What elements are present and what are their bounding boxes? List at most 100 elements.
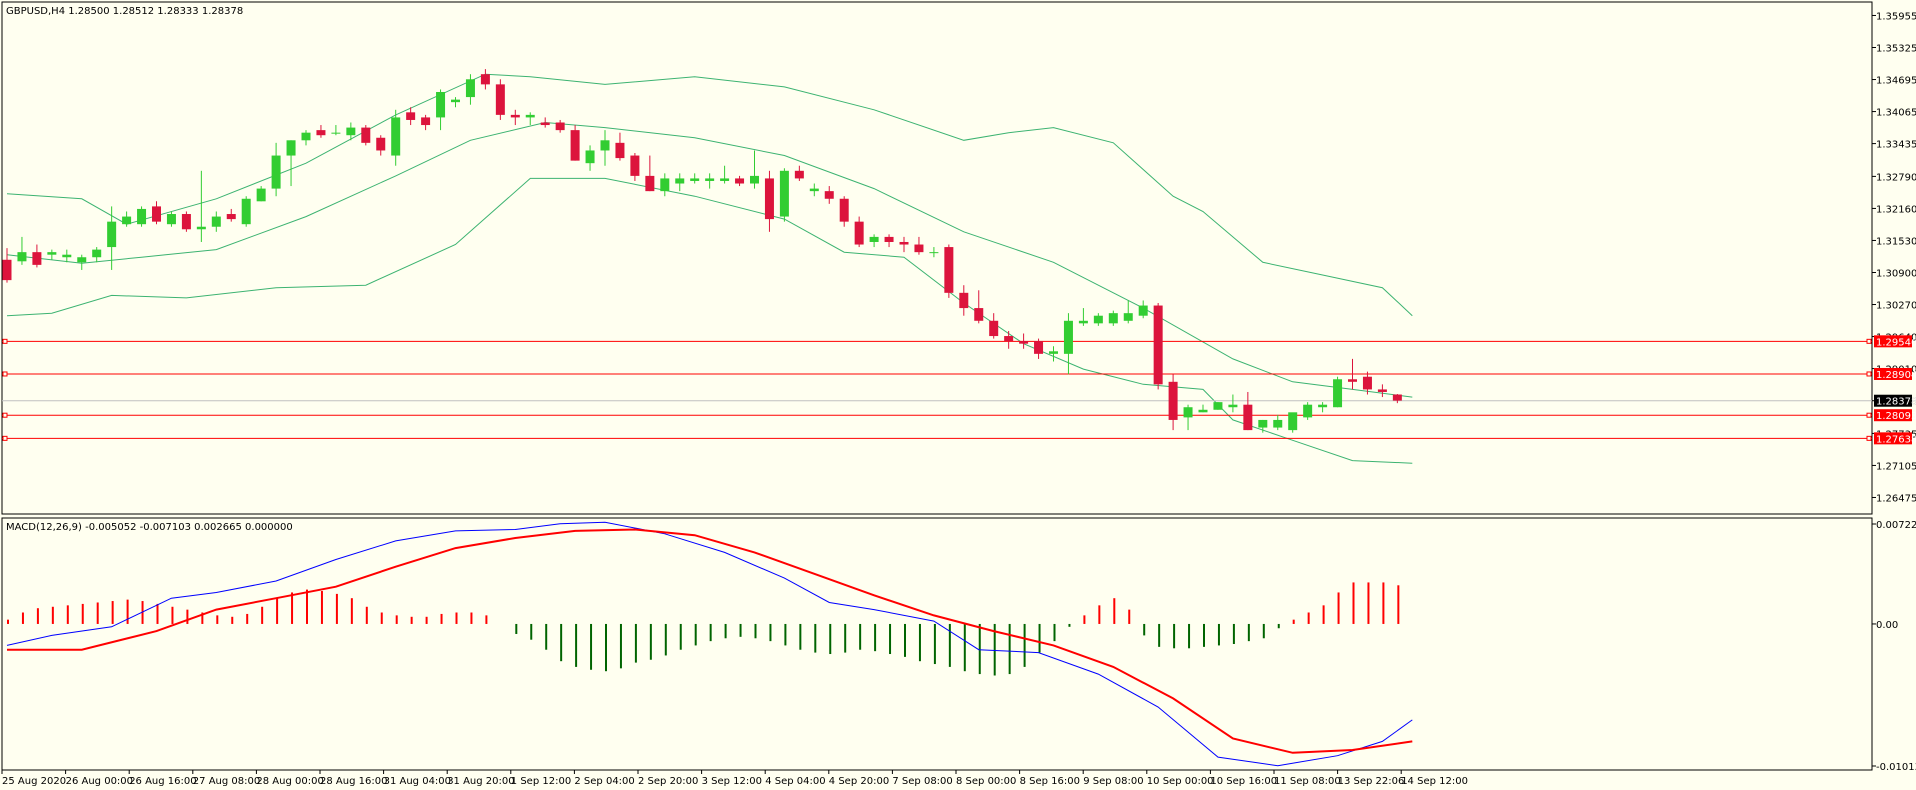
candle-body [465,79,475,98]
candle-body [1153,305,1163,385]
candle-body [615,142,625,159]
candle-body [779,170,789,217]
candle-body [1288,412,1298,431]
candle-body [241,198,251,225]
axes: 1.35955 1.35325 1.34695 1.34065 1.33435 1.327… [1,11,1916,787]
x-tick-label: 27 Aug 08:00 [193,776,260,787]
candle-body [510,114,520,118]
candle-body [1333,379,1343,408]
candle-body [884,236,894,242]
candle-body [256,188,266,202]
candle-body [600,140,610,151]
x-tick-label: 8 Sep 00:00 [956,776,1016,787]
candle-body [17,252,27,262]
candle-body [1318,404,1328,408]
y-tick-label: 1.34695 [1876,76,1916,87]
candle-body [1303,404,1313,418]
x-tick-label: 1 Sep 12:00 [511,776,571,787]
y-tick-label: 1.33435 [1876,140,1916,151]
candle-body [1228,404,1238,408]
level-handle-right[interactable] [1866,371,1872,377]
candle-body [645,175,655,192]
level-handle-left[interactable] [2,371,8,377]
x-tick-label: 10 Sep 16:00 [1210,776,1277,787]
candle-body [391,117,401,156]
candle-body [32,252,42,265]
candle-body [1063,320,1073,354]
y-tick-label: 1.26475 [1876,493,1916,504]
candle-body [555,122,565,131]
level-handle-right[interactable] [1866,412,1872,418]
candle-body [1093,315,1103,324]
x-tick-label: 9 Sep 08:00 [1083,776,1143,787]
x-tick-label: 2 Sep 04:00 [574,776,634,787]
candle-body [436,91,446,118]
macd-main-line [6,521,1413,767]
x-tick-label: 28 Aug 16:00 [320,776,387,787]
candle-body [62,254,72,258]
candle-body [1392,394,1402,401]
candle-body [406,112,416,120]
candle-body [839,198,849,222]
y-tick-label: 1.30900 [1876,268,1916,279]
candle-body [2,259,12,281]
x-tick-label: 10 Sep 00:00 [1147,776,1214,787]
bollinger-upper-line [6,73,1413,317]
candle-body [301,132,311,141]
macd-header: MACD(12,26,9) -0.005052 -0.007103 0.0026… [6,522,293,533]
candle-body [989,320,999,337]
bid-price-tag-bg [1874,394,1912,407]
x-tick-label: 2 Sep 20:00 [638,776,698,787]
level-price-tag: 1.28093 [1876,411,1916,422]
candle-body [899,241,909,245]
y-tick-label: 1.32790 [1876,172,1916,183]
level-price-tag: 1.29546 [1876,337,1916,348]
y-tick-label: 1.31530 [1876,236,1916,247]
x-tick-label: 26 Aug 00:00 [66,776,133,787]
level-price-tag: 1.27638 [1876,434,1916,445]
price-tags: 1.29546 1.28904 1.28093 1.27638 1.28378 [1874,335,1916,445]
x-tick-label: 4 Sep 20:00 [829,776,889,787]
candle-body [944,247,954,293]
level-handle-right[interactable] [1866,435,1872,441]
candle-body [1004,336,1014,342]
bid-price-tag: 1.28378 [1876,397,1916,408]
candle-body [1138,305,1148,316]
candle-body [794,170,804,179]
y-tick-label: 1.35955 [1876,11,1916,22]
candle-body [181,214,191,230]
level-handle-left[interactable] [2,412,8,418]
level-handle-right[interactable] [1866,338,1872,344]
x-tick-label: 3 Sep 12:00 [702,776,762,787]
candle-body [854,221,864,245]
candle-body [1243,404,1253,431]
level-price-tag: 1.28904 [1876,370,1916,381]
candle-body [705,178,715,181]
candle-body [451,99,460,103]
x-tick-label: 31 Aug 04:00 [384,776,451,787]
candle-body [525,114,535,118]
macd-indicator [6,521,1413,767]
x-tick-label: 31 Aug 20:00 [447,776,514,787]
candle-body [1123,313,1133,321]
candle-body [720,178,730,181]
level-handle-left[interactable] [2,338,8,344]
candle-body [495,84,505,115]
candle-body [1108,313,1118,324]
y-tick-label: 1.34065 [1876,108,1916,119]
candle-body [914,244,924,253]
candle-body [1377,389,1387,392]
y-tick-label: 1.35325 [1876,44,1916,55]
candle-body [1049,351,1058,354]
main-panel-frame [1,1,1873,515]
macd-y-tick-label: -0.010138 [1876,762,1916,773]
y-tick-label: 1.32160 [1876,204,1916,215]
level-handle-left[interactable] [2,435,8,441]
candle-body [824,191,834,199]
x-tick-label: 28 Aug 00:00 [256,776,323,787]
candle-body [361,127,371,143]
candlesticks [2,69,1402,433]
candle-body [331,132,341,134]
x-tick-label: 25 Aug 2020 [2,776,66,787]
